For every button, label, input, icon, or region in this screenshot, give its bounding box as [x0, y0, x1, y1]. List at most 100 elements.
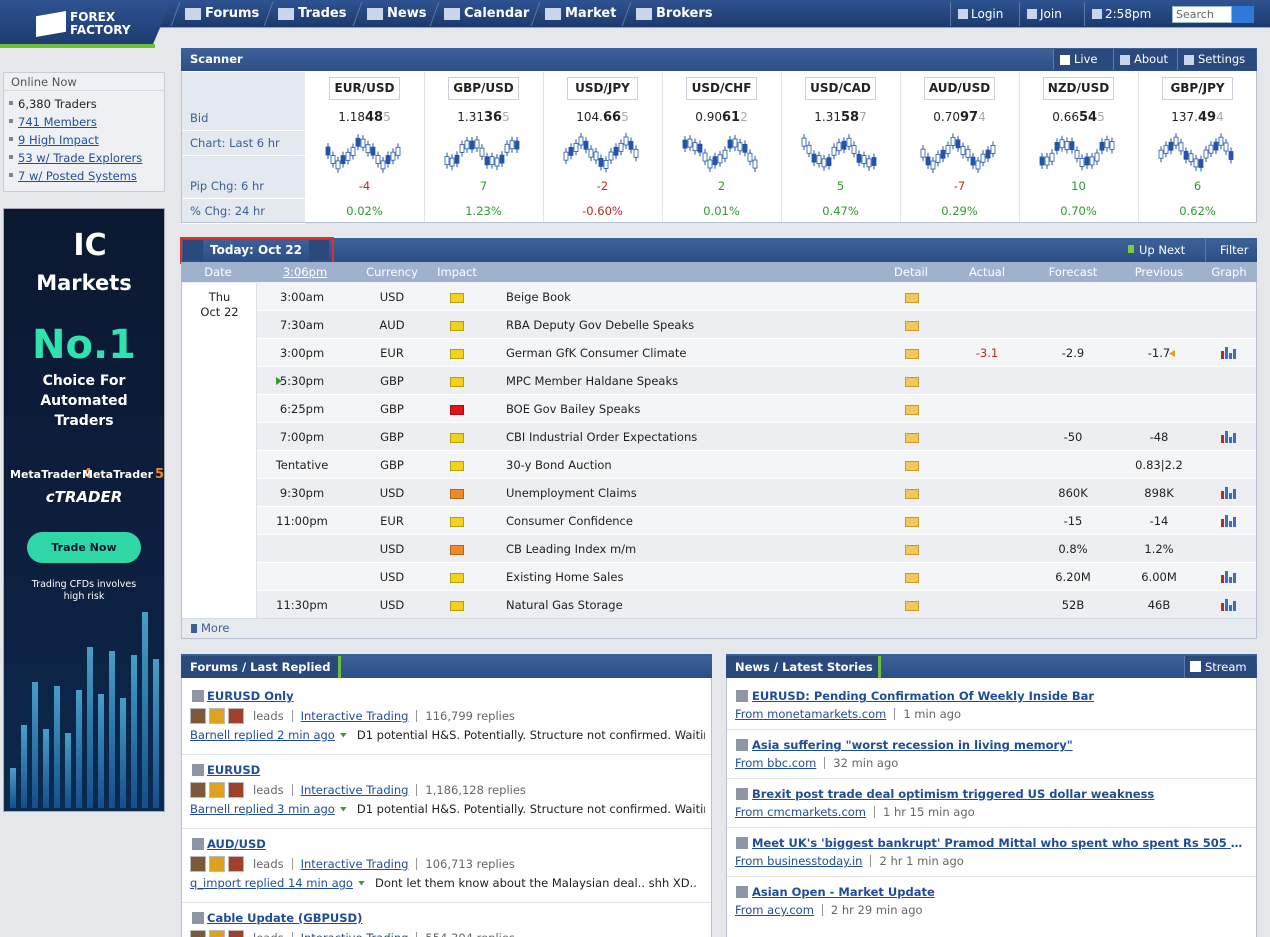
- nav-item[interactable]: Trades: [298, 6, 347, 21]
- nav-right-item[interactable]: Login: [971, 7, 1004, 21]
- event-row[interactable]: [257, 535, 1256, 563]
- scanner-button-bg[interactable]: [1177, 49, 1256, 70]
- detail-icon[interactable]: [905, 405, 919, 415]
- event-title[interactable]: Existing Home Sales: [506, 570, 624, 584]
- category[interactable]: Interactive Trading: [300, 857, 409, 871]
- search-input[interactable]: Search: [1172, 6, 1232, 23]
- graph-icon-bar[interactable]: [1233, 433, 1236, 443]
- graph-icon-bar[interactable]: [1225, 487, 1228, 499]
- graph-icon-bar[interactable]: [1221, 435, 1224, 443]
- thread-title[interactable]: EURUSD Only: [207, 689, 294, 703]
- thread-title[interactable]: Cable Update (GBPUSD): [207, 911, 363, 925]
- event-row[interactable]: [257, 283, 1256, 311]
- event-row[interactable]: [257, 507, 1256, 535]
- story-source[interactable]: From monetamarkets.com: [735, 707, 887, 721]
- scanner-button[interactable]: About: [1134, 52, 1169, 66]
- category[interactable]: Interactive Trading: [300, 783, 409, 797]
- graph-icon-bar[interactable]: [1225, 431, 1228, 443]
- nav-right-item[interactable]: Join: [1040, 7, 1062, 21]
- event-title[interactable]: Consumer Confidence: [506, 514, 633, 528]
- nav-item[interactable]: Brokers: [656, 6, 713, 21]
- prev-day[interactable]: [183, 240, 203, 260]
- detail-icon[interactable]: [905, 349, 919, 359]
- column-header[interactable]: 3:06pm: [282, 265, 328, 279]
- graph-icon-bar[interactable]: [1225, 571, 1228, 583]
- scanner-button[interactable]: Live: [1074, 52, 1098, 66]
- nav-item[interactable]: Forums: [205, 6, 260, 21]
- detail-icon[interactable]: [905, 377, 919, 387]
- detail-icon[interactable]: [905, 293, 919, 303]
- graph-icon-bar[interactable]: [1221, 575, 1224, 583]
- graph-icon-bar[interactable]: [1229, 577, 1232, 583]
- event-row[interactable]: [257, 479, 1256, 507]
- story-title[interactable]: Asia suffering "worst recession in livin…: [752, 738, 1073, 752]
- category[interactable]: Interactive Trading: [301, 931, 409, 937]
- graph-icon-bar[interactable]: [1233, 517, 1236, 527]
- thread-title[interactable]: AUD/USD: [207, 837, 266, 851]
- graph-icon-bar[interactable]: [1229, 353, 1232, 359]
- sidebar-link[interactable]: 7 w/ Posted Systems: [18, 169, 137, 183]
- story-source[interactable]: From businesstoday.in: [735, 854, 863, 868]
- graph-icon-bar[interactable]: [1229, 605, 1232, 611]
- calendar-today[interactable]: Today: Oct 22: [210, 243, 302, 257]
- last-reply[interactable]: Barnell replied 3 min ago: [190, 802, 335, 816]
- pair-name[interactable]: GBP/JPY: [1162, 77, 1233, 100]
- detail-icon[interactable]: [905, 433, 919, 443]
- logo-area[interactable]: [0, 0, 172, 48]
- graph-icon-bar[interactable]: [1221, 491, 1224, 499]
- event-title[interactable]: German GfK Consumer Climate: [506, 346, 687, 360]
- graph-icon-bar[interactable]: [1221, 603, 1224, 611]
- story-source[interactable]: From bbc.com: [735, 756, 817, 770]
- event-row[interactable]: [257, 339, 1256, 367]
- graph-icon-bar[interactable]: [1233, 349, 1236, 359]
- sidebar-link[interactable]: 741 Members: [18, 115, 97, 129]
- graph-icon-bar[interactable]: [1225, 515, 1228, 527]
- graph-icon-bar[interactable]: [1233, 601, 1236, 611]
- event-title[interactable]: Beige Book: [506, 290, 571, 304]
- event-title[interactable]: Unemployment Claims: [506, 486, 637, 500]
- more[interactable]: More: [201, 621, 230, 635]
- detail-icon[interactable]: [905, 489, 919, 499]
- stream-toggle[interactable]: [1184, 656, 1256, 678]
- last-reply[interactable]: q_import replied 14 min ago: [190, 876, 353, 890]
- graph-icon-bar[interactable]: [1229, 493, 1232, 499]
- stream[interactable]: Stream: [1205, 660, 1247, 674]
- graph-icon-bar[interactable]: [1229, 521, 1232, 527]
- ad-button[interactable]: Trade Now: [27, 532, 141, 563]
- event-row[interactable]: [257, 395, 1256, 423]
- ad-banner[interactable]: [3, 208, 165, 812]
- event-row[interactable]: [257, 367, 1256, 395]
- category[interactable]: Interactive Trading: [300, 709, 409, 723]
- graph-icon-bar[interactable]: [1225, 599, 1228, 611]
- event-row[interactable]: [257, 311, 1256, 339]
- pair-name[interactable]: AUD/USD: [924, 77, 995, 100]
- nav-item[interactable]: Calendar: [464, 6, 530, 21]
- story-title[interactable]: Brexit post trade deal optimism triggere…: [752, 787, 1155, 801]
- sidebar-link[interactable]: 9 High Impact: [18, 133, 99, 147]
- graph-icon-bar[interactable]: [1233, 573, 1236, 583]
- event-title[interactable]: RBA Deputy Gov Debelle Speaks: [506, 318, 695, 332]
- last-reply[interactable]: Barnell replied 2 min ago: [190, 728, 335, 742]
- thread-title[interactable]: EURUSD: [207, 763, 261, 777]
- event-title[interactable]: CB Leading Index m/m: [506, 542, 637, 556]
- graph-icon-bar[interactable]: [1229, 437, 1232, 443]
- nav-item[interactable]: Market: [565, 6, 617, 21]
- graph-icon-bar[interactable]: [1233, 489, 1236, 499]
- pair-name[interactable]: GBP/USD: [448, 77, 519, 100]
- story-title[interactable]: Asian Open - Market Update: [752, 885, 935, 899]
- graph-icon-bar[interactable]: [1221, 519, 1224, 527]
- search-button[interactable]: [1232, 6, 1254, 23]
- event-title[interactable]: 30-y Bond Auction: [506, 458, 612, 472]
- story-source[interactable]: From acy.com: [735, 903, 814, 917]
- pair-name[interactable]: USD/CAD: [805, 77, 876, 100]
- story-source[interactable]: From cmcmarkets.com: [735, 805, 867, 819]
- nav-item[interactable]: News: [387, 6, 427, 21]
- event-title[interactable]: MPC Member Haldane Speaks: [506, 374, 679, 388]
- graph-icon-bar[interactable]: [1221, 351, 1224, 359]
- detail-icon[interactable]: [905, 545, 919, 555]
- event-row[interactable]: [257, 451, 1256, 479]
- graph-icon-bar[interactable]: [1225, 347, 1228, 359]
- filter[interactable]: Filter: [1205, 238, 1255, 262]
- detail-icon[interactable]: [905, 601, 919, 611]
- logo-text[interactable]: FACTORY: [70, 23, 131, 37]
